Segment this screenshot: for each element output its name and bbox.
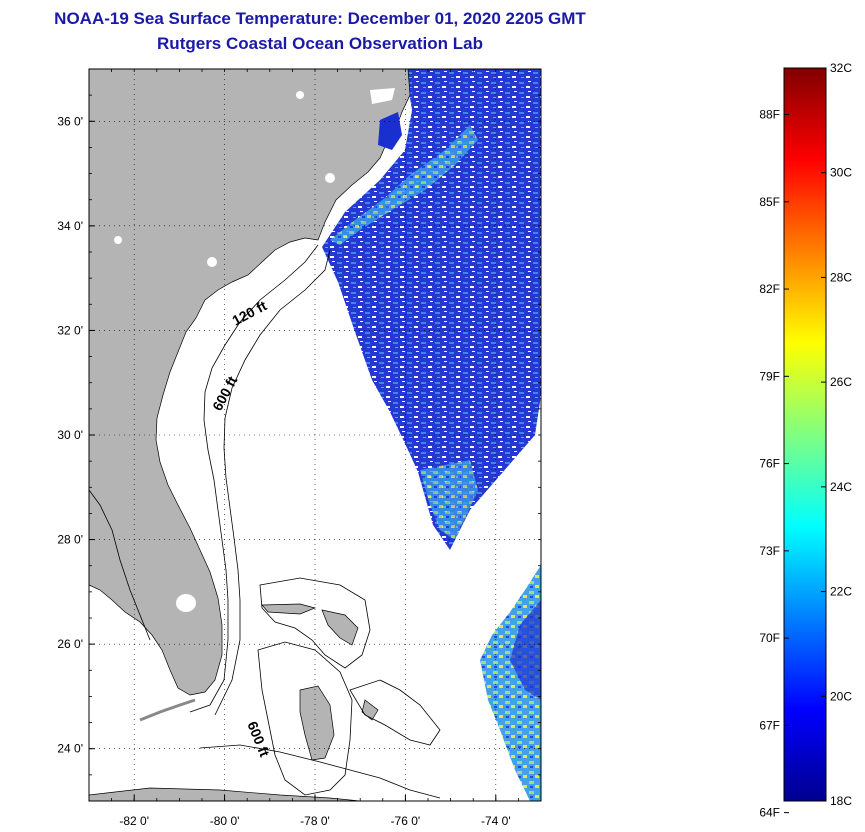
isobath-bahamas-2 bbox=[257, 641, 353, 796]
lon-tick-label: -82 0' bbox=[119, 814, 149, 828]
inland-lake-4 bbox=[325, 173, 335, 183]
sst-swath-north bbox=[322, 69, 541, 550]
inland-lake-2 bbox=[114, 236, 122, 244]
lat-tick-label: 36 0' bbox=[57, 114, 83, 128]
lat-tick-label: 34 0' bbox=[57, 219, 83, 233]
colorbar-label-f: 64F bbox=[759, 806, 780, 820]
colorbar-label-f: 82F bbox=[759, 282, 780, 296]
lake-okeechobee bbox=[176, 594, 196, 612]
map-content bbox=[89, 69, 541, 801]
colorbar-labels: 32C 30C 28C 26C 24C 22C 20C 18C 88F 85F 82F 79F 76F 7… bbox=[759, 61, 852, 820]
page-title: NOAA-19 Sea Surface Temperature: Decembe… bbox=[54, 9, 586, 28]
colorbar-label-c: 24C bbox=[830, 480, 852, 494]
land-us-east-coast bbox=[89, 69, 411, 696]
inland-lake bbox=[207, 257, 217, 267]
chesapeake-outlet bbox=[370, 88, 395, 104]
graticule bbox=[89, 69, 541, 801]
axis-ticks: -82 0' -80 0' -78 0' -76 0' -74 0' 36 0' 34 0'… bbox=[57, 68, 542, 828]
lat-tick-label: 26 0' bbox=[57, 637, 83, 651]
colorbar-label-f: 88F bbox=[759, 108, 780, 122]
lat-tick-label: 32 0' bbox=[57, 323, 83, 337]
lon-tick-label: -76 0' bbox=[391, 814, 421, 828]
isobath-120ft bbox=[189, 244, 319, 713]
isobath-bahamas-1 bbox=[259, 577, 371, 669]
lat-tick-label: 30 0' bbox=[57, 428, 83, 442]
colorbar-label-f: 85F bbox=[759, 195, 780, 209]
sst-warm-band bbox=[330, 125, 478, 245]
isobath-cuba bbox=[199, 744, 441, 799]
colorbar-label-f: 73F bbox=[759, 544, 780, 558]
isobath-bahamas-3 bbox=[349, 679, 441, 746]
bahamas-abaco bbox=[321, 609, 359, 646]
colorbar-ramp bbox=[783, 67, 827, 802]
lon-tick-label: -80 0' bbox=[210, 814, 240, 828]
colorbar-label-f: 67F bbox=[759, 718, 780, 732]
map-border bbox=[88, 68, 542, 802]
colorbar-label-c: 32C bbox=[830, 61, 852, 75]
colorbar-label-f: 76F bbox=[759, 457, 780, 471]
isobath-florida-west bbox=[89, 489, 151, 641]
lon-tick-label: -74 0' bbox=[481, 814, 511, 828]
colorbar-label-c: 22C bbox=[830, 585, 852, 599]
colorbar-label-c: 28C bbox=[830, 270, 852, 284]
bahamas-small bbox=[361, 699, 379, 721]
colorbar: 32C 30C 28C 26C 24C 22C 20C 18C 88F 85F 82F 79F 76F 7… bbox=[759, 61, 852, 820]
inland-lake-3 bbox=[296, 91, 304, 99]
lat-tick-label: 28 0' bbox=[57, 533, 83, 547]
lon-tick-label: -78 0' bbox=[300, 814, 330, 828]
lat-tick-label: 24 0' bbox=[57, 742, 83, 756]
page-subtitle: Rutgers Coastal Ocean Observation Lab bbox=[157, 34, 483, 53]
colorbar-label-f: 70F bbox=[759, 631, 780, 645]
colorbar-label-c: 30C bbox=[830, 166, 852, 180]
colorbar-label-c: 18C bbox=[830, 794, 852, 808]
bahamas-andros bbox=[299, 685, 335, 761]
colorbar-label-c: 26C bbox=[830, 375, 852, 389]
isobath-600ft bbox=[214, 249, 331, 716]
sst-warm-southtip bbox=[420, 460, 478, 540]
colorbar-label-f: 79F bbox=[759, 369, 780, 383]
bahamas-grand bbox=[261, 603, 317, 615]
florida-keys bbox=[139, 698, 196, 722]
colorbar-label-c: 20C bbox=[830, 689, 852, 703]
sst-swath-south-cool bbox=[510, 600, 541, 700]
